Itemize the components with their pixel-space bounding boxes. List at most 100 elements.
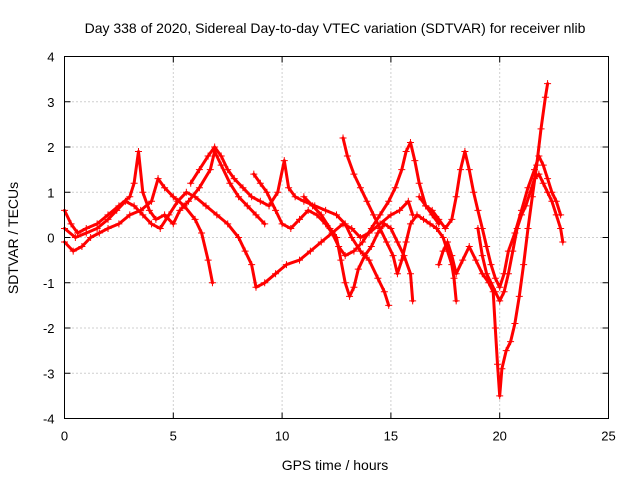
y-tick-label: -3 [43, 366, 55, 381]
data-point [433, 224, 441, 232]
data-point [261, 279, 269, 287]
data-point [367, 243, 375, 251]
y-tick-label: 1 [47, 185, 54, 200]
data-point [191, 193, 199, 201]
data-point [343, 152, 351, 160]
data-point [422, 202, 430, 210]
data-point [452, 297, 460, 305]
data-point [402, 238, 410, 246]
data-point [474, 206, 482, 214]
data-point [450, 274, 458, 282]
data-point [208, 279, 216, 287]
x-tick-label: 20 [492, 429, 506, 444]
data-point [156, 224, 164, 232]
data-point [195, 166, 203, 174]
data-point [544, 80, 552, 88]
data-point [494, 360, 502, 368]
data-point [272, 270, 280, 278]
data-point [87, 234, 95, 241]
data-point [361, 252, 369, 260]
data-point [252, 211, 260, 219]
data-point [230, 175, 238, 183]
data-point [248, 193, 256, 201]
data-point [420, 215, 428, 223]
data-point [356, 234, 364, 241]
data-point [350, 170, 358, 178]
data-point [204, 256, 212, 264]
data-point [478, 252, 486, 260]
series-track-c [61, 188, 417, 291]
data-point [472, 256, 480, 264]
data-point [452, 193, 460, 201]
data-point [457, 166, 465, 174]
data-point [291, 193, 299, 201]
data-point [380, 288, 388, 296]
data-point [337, 256, 345, 264]
data-point [224, 166, 232, 174]
data-point [235, 193, 243, 201]
data-point [326, 224, 334, 232]
data-point [309, 202, 317, 210]
data-point [354, 265, 362, 273]
data-point [470, 188, 478, 196]
data-point [491, 274, 499, 282]
data-point [250, 170, 258, 178]
data-point [333, 234, 340, 241]
data-point [383, 238, 391, 246]
data-point [369, 211, 377, 219]
data-point [443, 238, 451, 246]
data-layer [61, 80, 567, 400]
data-point [278, 220, 286, 228]
data-point [500, 288, 508, 296]
series-line [189, 145, 391, 307]
data-point [441, 224, 449, 232]
x-tick-label: 0 [61, 429, 68, 444]
data-point [496, 392, 504, 400]
data-point [280, 157, 288, 165]
data-point [385, 301, 393, 309]
data-point [198, 229, 206, 237]
data-point [224, 220, 232, 228]
data-point [213, 211, 221, 219]
data-point [296, 215, 304, 223]
data-point [341, 220, 349, 228]
data-point [413, 211, 421, 219]
series-track-h [415, 148, 565, 291]
data-point [169, 193, 177, 201]
data-point [182, 188, 190, 196]
data-point [374, 274, 382, 282]
data-point [376, 211, 384, 219]
data-point [448, 215, 456, 223]
data-point [272, 206, 280, 214]
data-point [139, 188, 147, 196]
data-point [539, 161, 547, 169]
data-point [148, 220, 156, 228]
data-point [411, 157, 419, 165]
data-point [126, 193, 134, 201]
data-point [265, 202, 273, 210]
data-point [526, 188, 534, 196]
data-point [365, 256, 373, 264]
data-point [304, 206, 312, 214]
data-point [180, 202, 188, 210]
data-point [154, 175, 162, 183]
data-point [248, 261, 256, 269]
data-point [483, 243, 491, 251]
data-point [241, 247, 249, 255]
data-point [376, 224, 384, 232]
data-point [282, 261, 290, 269]
data-point [387, 211, 395, 219]
series-line [63, 177, 214, 285]
data-point [398, 166, 406, 174]
data-point [191, 215, 199, 223]
data-point [367, 224, 375, 232]
series-track-f [300, 193, 417, 305]
data-point [487, 279, 495, 287]
x-axis-label: GPS time / hours [282, 457, 389, 473]
data-point [459, 256, 467, 264]
data-point [406, 220, 414, 228]
data-point [195, 184, 203, 192]
data-point [426, 220, 434, 228]
data-point [483, 270, 491, 278]
data-point [130, 179, 138, 187]
